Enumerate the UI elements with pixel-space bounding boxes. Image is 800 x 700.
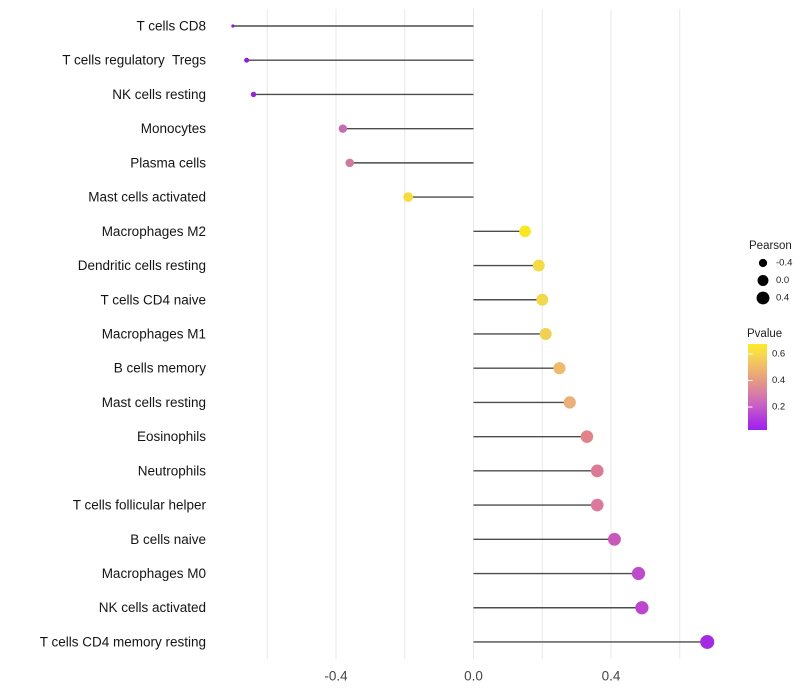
lollipop-dot [590, 498, 604, 512]
lollipop-dot [403, 192, 414, 202]
x-tick-label: 0.0 [464, 669, 483, 684]
color-legend-tick-label: 0.4 [772, 375, 785, 386]
y-axis-label: Monocytes [141, 121, 207, 136]
size-legend-label: 0.0 [776, 275, 789, 286]
y-axis-label: Macrophages M0 [102, 566, 206, 581]
lollipop-dot [700, 634, 715, 649]
y-axis-label: T cells CD8 [136, 19, 206, 34]
size-legend-label: 0.4 [776, 293, 789, 304]
y-axis-label: B cells naive [130, 532, 206, 547]
lollipop-dot [563, 396, 576, 409]
y-axis-label: T cells CD4 naive [100, 292, 206, 307]
y-axis-label: Neutrophils [138, 463, 207, 478]
size-legend-dot [757, 275, 769, 286]
lollipop-dot [607, 532, 621, 546]
y-axis-label: NK cells activated [99, 600, 206, 615]
y-axis-label: NK cells resting [112, 87, 206, 102]
color-legend-bar [748, 344, 767, 430]
lollipop-dot [635, 601, 649, 615]
color-legend-title: Pvalue [747, 328, 782, 340]
color-legend-tick-label: 0.6 [772, 349, 785, 360]
lollipop-dot [590, 464, 604, 478]
y-axis-label: B cells memory [114, 361, 207, 376]
y-axis-label: T cells follicular helper [73, 498, 207, 513]
lollipop-dot [338, 124, 348, 133]
size-legend-dot [758, 258, 768, 268]
lollipop-dot [631, 566, 646, 581]
y-axis-label: T cells regulatory Tregs [62, 53, 206, 68]
y-axis-label: Mast cells resting [102, 395, 206, 410]
y-axis-label: Macrophages M2 [102, 224, 206, 239]
y-axis-label: Plasma cells [130, 155, 206, 170]
lollipop-dot [231, 24, 235, 28]
size-legend-dot [756, 291, 770, 305]
x-tick-label: 0.4 [602, 669, 621, 684]
lollipop-dot [345, 158, 355, 168]
lollipop-dot [244, 57, 250, 63]
color-legend-tick-label: 0.2 [772, 402, 785, 413]
lollipop-dot [539, 327, 552, 340]
size-legend-title: Pearson [749, 240, 792, 252]
lollipop-dot [580, 430, 594, 443]
size-legend-label: -0.4 [776, 258, 792, 269]
lollipop-dot [519, 225, 531, 238]
y-axis-label: Mast cells activated [88, 190, 206, 205]
y-axis-label: Macrophages M1 [102, 326, 206, 341]
x-tick-label: -0.4 [324, 669, 348, 684]
lollipop-dot [250, 91, 257, 98]
lollipop-dot [536, 293, 549, 306]
y-axis-label: Eosinophils [137, 429, 206, 444]
lollipop-dot [553, 362, 566, 375]
y-axis-label: Dendritic cells resting [78, 258, 206, 273]
y-axis-label: T cells CD4 memory resting [40, 634, 206, 649]
lollipop-dot [532, 259, 545, 272]
